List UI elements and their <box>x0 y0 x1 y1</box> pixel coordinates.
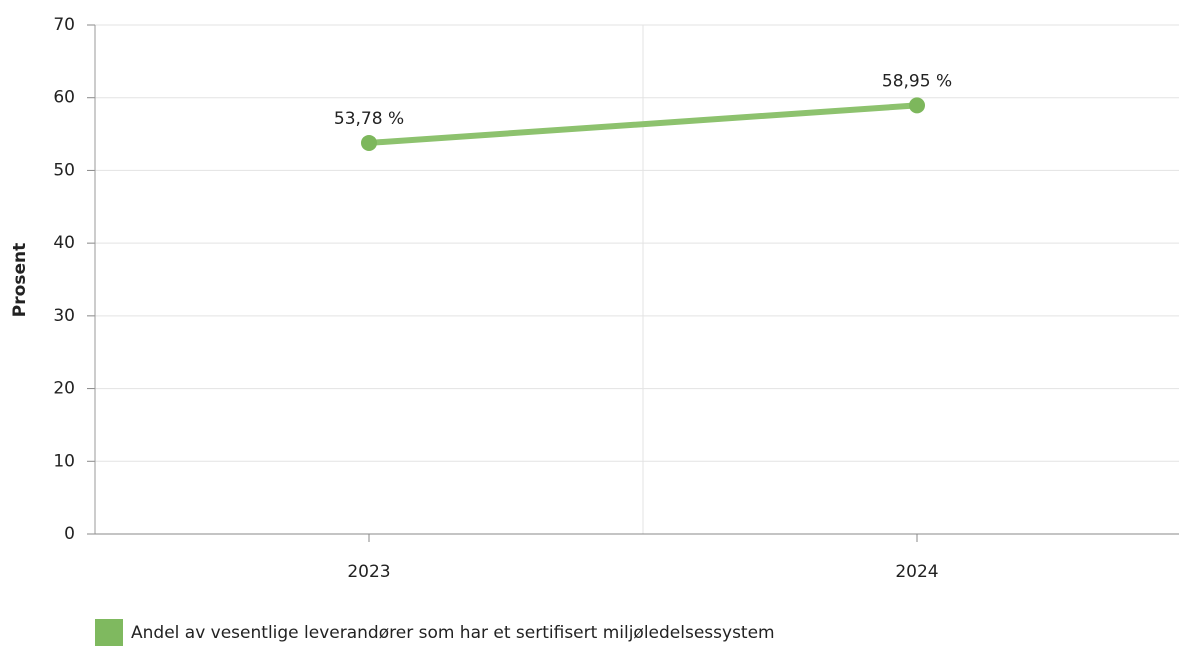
y-tick-label: 50 <box>53 160 75 180</box>
data-label: 58,95 % <box>882 71 952 91</box>
y-tick-label: 70 <box>53 15 75 35</box>
line <box>366 102 920 146</box>
y-tick-label: 0 <box>64 524 75 544</box>
y-axis-label: Prosent <box>10 243 30 317</box>
y-tick-label: 40 <box>53 233 75 253</box>
point <box>909 97 925 114</box>
y-tick-label: 10 <box>53 451 75 471</box>
data-label: 53,78 % <box>334 109 404 129</box>
x-tick-label: 2023 <box>347 562 390 582</box>
legend-swatch <box>95 619 123 646</box>
point <box>361 134 377 151</box>
x-tick-label: 2024 <box>895 562 938 582</box>
y-tick-label: 30 <box>53 306 75 326</box>
legend-label: Andel av vesentlige leverandører som har… <box>131 623 775 643</box>
y-tick-label: 20 <box>53 379 75 399</box>
y-tick-label: 60 <box>53 88 75 108</box>
